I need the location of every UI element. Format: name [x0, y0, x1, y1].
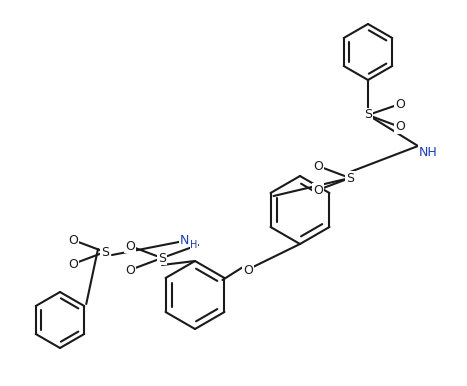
Text: O: O [313, 159, 323, 173]
Text: S: S [101, 245, 109, 259]
Text: NH: NH [418, 146, 438, 159]
Text: N: N [180, 234, 189, 247]
Text: O: O [395, 120, 405, 134]
Text: O: O [395, 98, 405, 110]
Text: O: O [125, 264, 135, 276]
Text: S: S [346, 171, 354, 185]
Text: O: O [125, 239, 135, 252]
Text: O: O [243, 264, 253, 276]
Text: H: H [190, 240, 198, 250]
Text: O: O [68, 257, 78, 271]
Text: S: S [364, 108, 372, 122]
Text: S: S [158, 252, 166, 264]
Text: O: O [68, 234, 78, 247]
Text: O: O [313, 183, 323, 196]
